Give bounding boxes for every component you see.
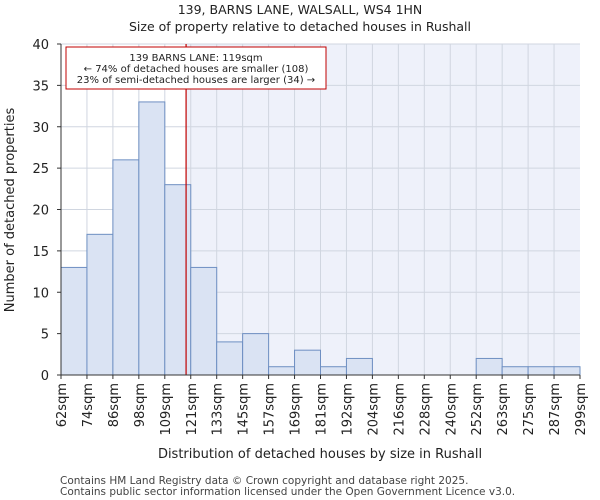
y-tick-label-20: 20 (32, 204, 49, 219)
bar-86sqm (112, 159, 140, 376)
x-tick-label-299sqm: 299sqm (574, 383, 589, 436)
x-tick-label-192sqm: 192sqm (340, 383, 355, 436)
x-axis-label: Distribution of detached houses by size … (158, 447, 482, 462)
annotation-line3: 23% of semi-detached houses are larger (… (77, 75, 315, 86)
x-tick-label-228sqm: 228sqm (418, 383, 433, 436)
footer-line2: Contains public sector information licen… (60, 486, 515, 498)
bar-157sqm (268, 366, 296, 376)
x-tick-label-62sqm: 62sqm (55, 383, 70, 427)
annotation-border (65, 46, 327, 90)
x-tick-label-133sqm: 133sqm (211, 383, 226, 436)
bar-74sqm (86, 233, 114, 376)
x-tick-label-121sqm: 121sqm (185, 383, 200, 436)
x-tick-label-169sqm: 169sqm (289, 383, 304, 436)
x-tick-label-252sqm: 252sqm (470, 383, 485, 436)
bar-109sqm (164, 184, 192, 376)
bar-121sqm (190, 266, 218, 376)
x-tick-label-157sqm: 157sqm (263, 383, 278, 436)
x-tick-label-204sqm: 204sqm (366, 383, 381, 436)
bar-98sqm (138, 101, 166, 376)
y-tick-label-30: 30 (32, 121, 49, 136)
bar-252sqm (475, 357, 503, 376)
y-tick-label-10: 10 (32, 286, 49, 301)
x-tick-label-240sqm: 240sqm (444, 383, 459, 436)
y-tick-label-5: 5 (41, 328, 49, 343)
x-tick-label-181sqm: 181sqm (315, 383, 330, 436)
x-tick-label-275sqm: 275sqm (522, 383, 537, 436)
y-axis-label: Number of detached properties (3, 108, 18, 313)
annotation-line1: 139 BARNS LANE: 119sqm (129, 53, 262, 64)
y-tick-label-25: 25 (32, 162, 49, 177)
x-tick-label-216sqm: 216sqm (392, 383, 407, 436)
x-tick-labels: 62sqm 74sqm 86sqm 98sqm 109sqm 121sqm 133sqm 14… (55, 375, 589, 436)
bar-275sqm (527, 366, 555, 376)
y-tick-labels: 0 5 10 15 20 25 30 35 40 (32, 38, 61, 384)
bar-169sqm (294, 349, 321, 376)
x-tick-label-74sqm: 74sqm (81, 383, 96, 427)
y-tick-label-35: 35 (32, 79, 49, 94)
x-tick-label-86sqm: 86sqm (107, 383, 122, 427)
annotation-line2: ← 74% of detached houses are smaller (10… (84, 64, 309, 75)
x-tick-label-263sqm: 263sqm (496, 383, 511, 436)
bar-287sqm (553, 366, 581, 376)
chart-title-line1: 139, BARNS LANE, WALSALL, WS4 1HN (178, 2, 423, 17)
footer-line1: Contains HM Land Registry data © Crown c… (60, 475, 468, 487)
bar-145sqm (242, 333, 270, 376)
y-tick-label-15: 15 (32, 245, 49, 260)
chart-title-line2: Size of property relative to detached ho… (129, 19, 471, 34)
bar-263sqm (501, 366, 529, 376)
bar-181sqm (320, 366, 347, 376)
y-tick-label-0: 0 (41, 369, 49, 384)
bar-62sqm (60, 266, 88, 376)
x-tick-label-287sqm: 287sqm (548, 383, 563, 436)
bar-133sqm (216, 341, 244, 376)
bar-192sqm (345, 357, 373, 376)
y-tick-label-40: 40 (32, 38, 49, 53)
x-tick-label-109sqm: 109sqm (159, 383, 174, 436)
annotation-box: 139 BARNS LANE: 119sqm ← 74% of detached… (65, 46, 327, 90)
x-tick-label-145sqm: 145sqm (237, 383, 252, 436)
x-tick-label-98sqm: 98sqm (133, 383, 148, 427)
